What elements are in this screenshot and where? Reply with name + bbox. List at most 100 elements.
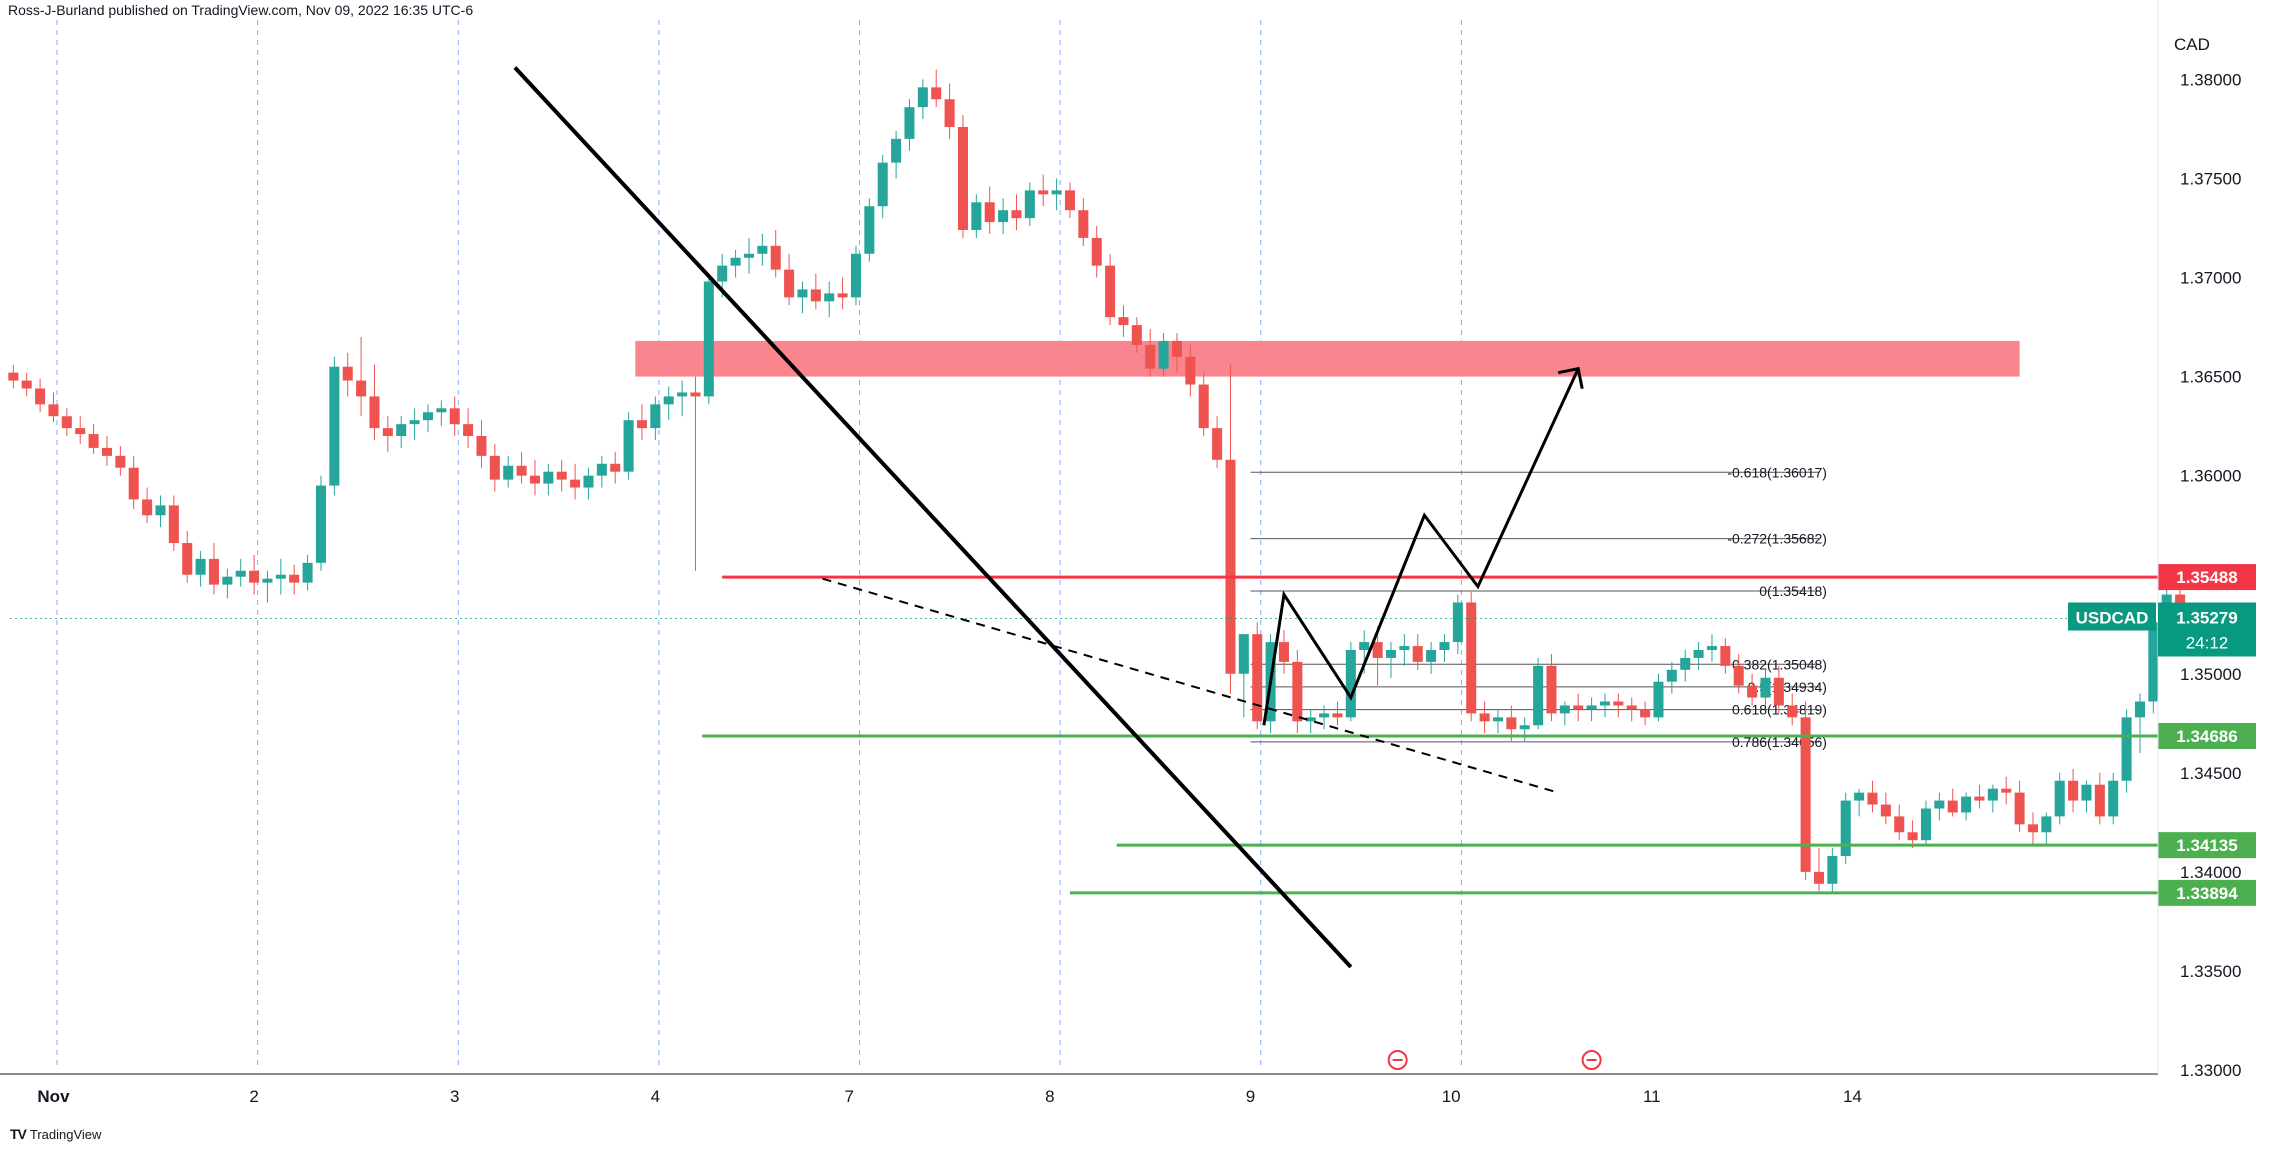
candle-body [21, 380, 32, 389]
candle-body [1827, 856, 1838, 884]
candle-body [917, 87, 928, 108]
axes: CAD 1.38000 1.37500 1.37000 1.36500 1.36000 1.… [0, 0, 2256, 1106]
candle-body [302, 562, 313, 583]
candle-body [1345, 650, 1356, 718]
candle-body [1091, 237, 1102, 266]
candle-body [1185, 356, 1196, 385]
candle-body [2081, 784, 2092, 801]
candle-body [449, 408, 460, 425]
candle-body [2134, 701, 2145, 718]
x-tick-label: 3 [450, 1087, 459, 1106]
candle-body [1292, 661, 1303, 722]
support-2-price-tag [2158, 832, 2256, 859]
resistance-price-tag [2158, 564, 2256, 591]
candle-body [1412, 646, 1423, 662]
y-tick-label: 1.34500 [2180, 764, 2241, 783]
drawings [513, 66, 1584, 969]
dashed-trendline [822, 577, 1559, 794]
supply-zone-rect [635, 340, 2020, 377]
candle-body [543, 471, 554, 484]
candle-body [998, 210, 1009, 223]
candle-body [1359, 642, 1370, 650]
candle-body [596, 463, 607, 476]
candle-body [1506, 717, 1517, 730]
supply-zone [635, 340, 2020, 377]
y-tick-label: 1.33500 [2180, 962, 2241, 981]
candle-body [2121, 717, 2132, 781]
candle-body [8, 372, 19, 381]
candle-body [2108, 780, 2119, 817]
candle-body [369, 396, 380, 429]
candle-body [690, 392, 701, 397]
footer-brand[interactable]: TV TradingView [10, 1126, 101, 1142]
candle-body [1680, 657, 1691, 670]
candle-body [396, 424, 407, 437]
price-chart[interactable]: -0.618(1.36017) -0.272(1.35682) 0(1.35418)… [0, 0, 2273, 1120]
candle-body [155, 505, 166, 516]
candle-body [409, 420, 420, 425]
candle-body [757, 245, 768, 254]
candle-body [1145, 344, 1156, 369]
candle-body [864, 206, 875, 254]
candle-body [1773, 677, 1784, 706]
candle-body [971, 202, 982, 230]
candle-body [1064, 190, 1075, 211]
candle-body [1225, 459, 1236, 674]
candle-body [2001, 788, 2012, 793]
candle-body [128, 467, 139, 500]
candle-body [650, 404, 661, 429]
candle-body [1840, 800, 1851, 857]
candle-body [1024, 190, 1035, 219]
y-tick-label: 1.37000 [2180, 269, 2241, 288]
projection-arrowhead [1557, 366, 1584, 389]
candle-body [743, 253, 754, 258]
candle-body [1880, 804, 1891, 817]
candle-body [1466, 602, 1477, 714]
brand-text: TradingView [29, 1126, 102, 1142]
candle-body [1920, 808, 1931, 841]
current-price-tag [2158, 602, 2256, 657]
candle-body [1720, 646, 1731, 666]
candle-body [35, 388, 46, 405]
candle-body [436, 408, 447, 413]
candle-body [663, 396, 674, 405]
x-tick-label: 4 [651, 1087, 660, 1106]
economic-event-icon[interactable] [1387, 1050, 1408, 1070]
candle-body [1426, 650, 1437, 662]
candle-body [1934, 800, 1945, 809]
candle-body [1479, 713, 1490, 722]
candle-body [1854, 792, 1865, 801]
candle-body [115, 455, 126, 468]
candle-body [529, 475, 540, 484]
economic-event-icon[interactable] [1581, 1050, 1602, 1070]
candle-body [1599, 701, 1610, 706]
support-3-price-tag [2158, 879, 2256, 906]
fib-level-label: 0(1.35418) [1759, 583, 1827, 599]
candle-body [1867, 792, 1878, 805]
candle-body [1974, 796, 1985, 801]
candle-body [1747, 685, 1758, 698]
candle-body [2054, 780, 2065, 817]
y-tick-label: 1.38000 [2180, 70, 2241, 89]
candle-body [88, 434, 99, 448]
candle-body [636, 420, 647, 429]
candle-body [1693, 650, 1704, 658]
candle-body [1640, 709, 1651, 718]
y-tick-label: 1.37500 [2180, 169, 2241, 188]
candle-body [1212, 428, 1223, 460]
candle-body [1051, 190, 1062, 195]
candle-body [944, 99, 955, 127]
candle-body [957, 126, 968, 230]
candle-body [583, 475, 594, 488]
projection-path [1262, 368, 1580, 726]
candle-body [1332, 713, 1343, 718]
candle-body [275, 574, 286, 579]
candle-body [1105, 265, 1116, 318]
candle-body [182, 543, 193, 575]
candle-body [1907, 832, 1918, 841]
candle-body [984, 202, 995, 223]
support-3-price-label: 1.33894 [2176, 884, 2238, 903]
x-tick-label: 10 [1442, 1087, 1461, 1106]
fib-level-label: 0.382(1.35048) [1732, 656, 1827, 672]
candle-body [262, 578, 273, 583]
